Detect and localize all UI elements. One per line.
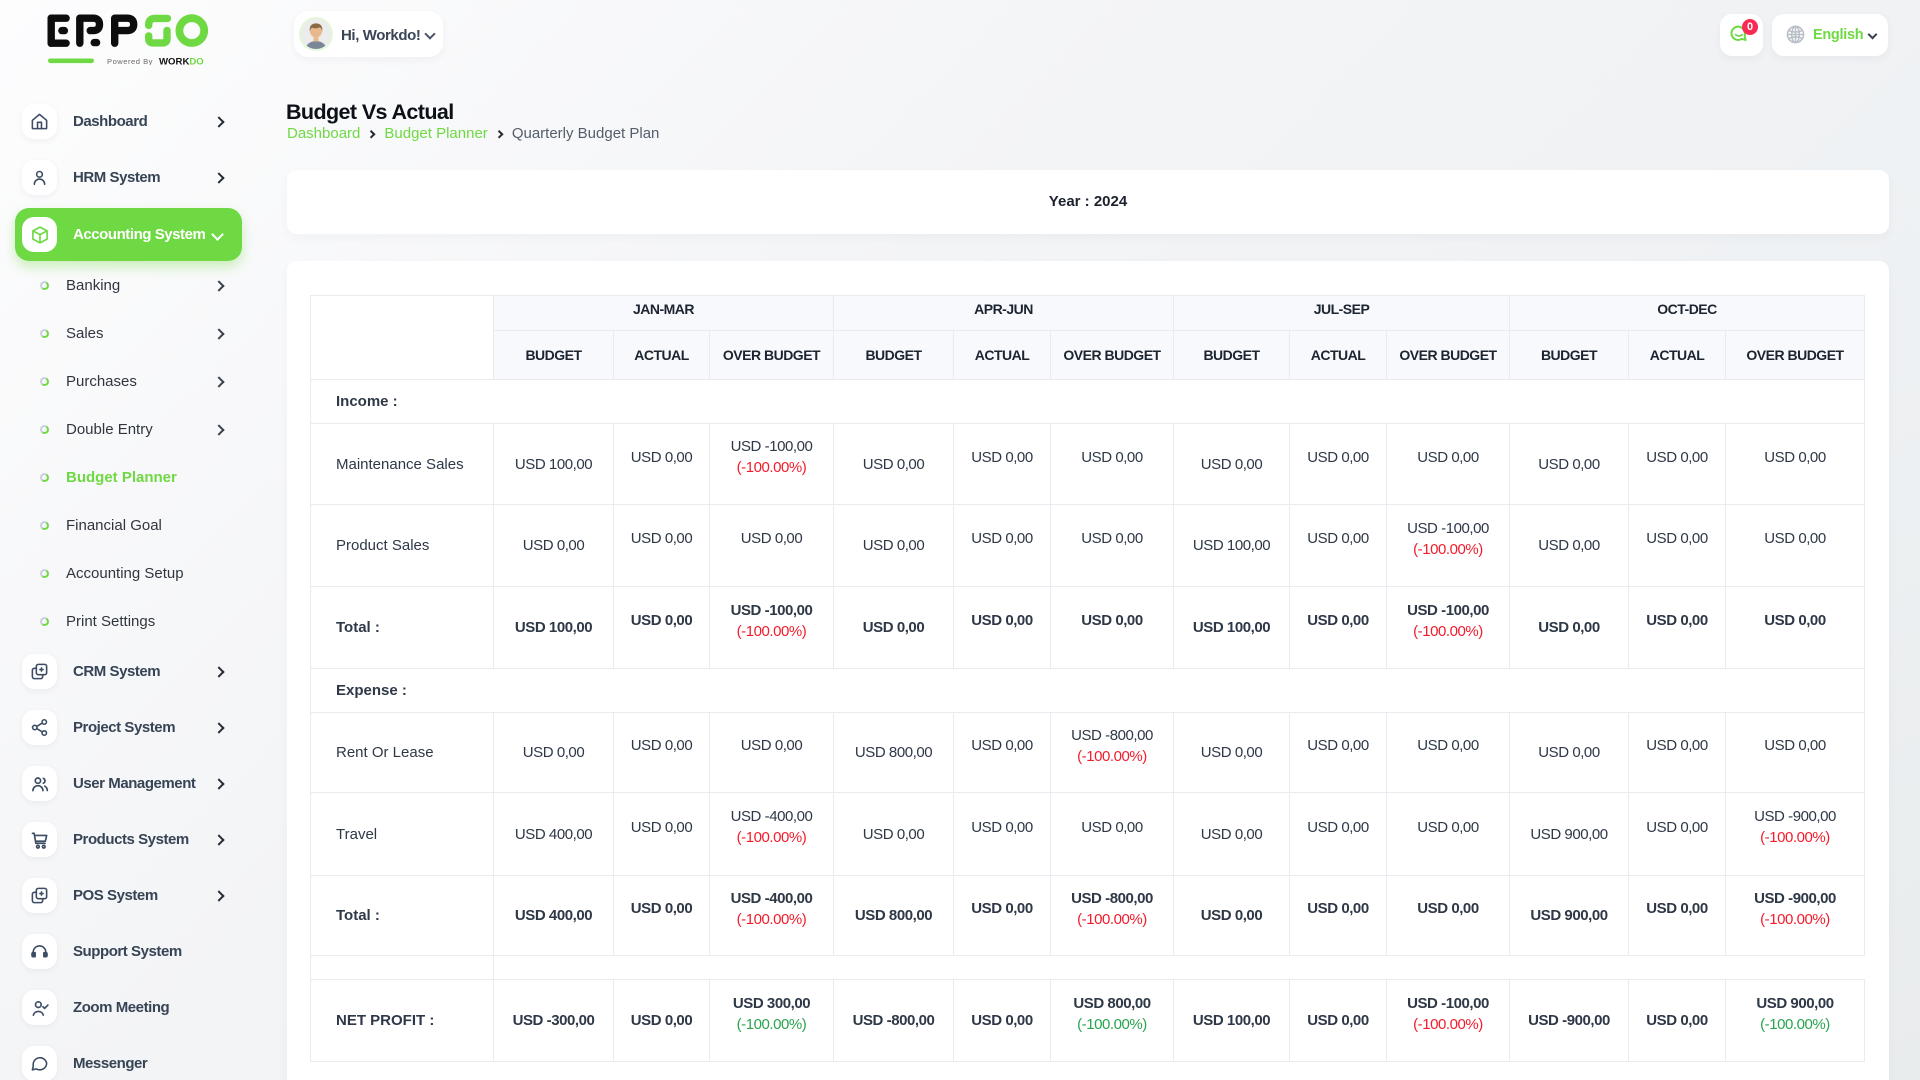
svg-text:WORKDO: WORKDO — [159, 57, 204, 65]
svg-text:Powered By: Powered By — [107, 57, 153, 65]
